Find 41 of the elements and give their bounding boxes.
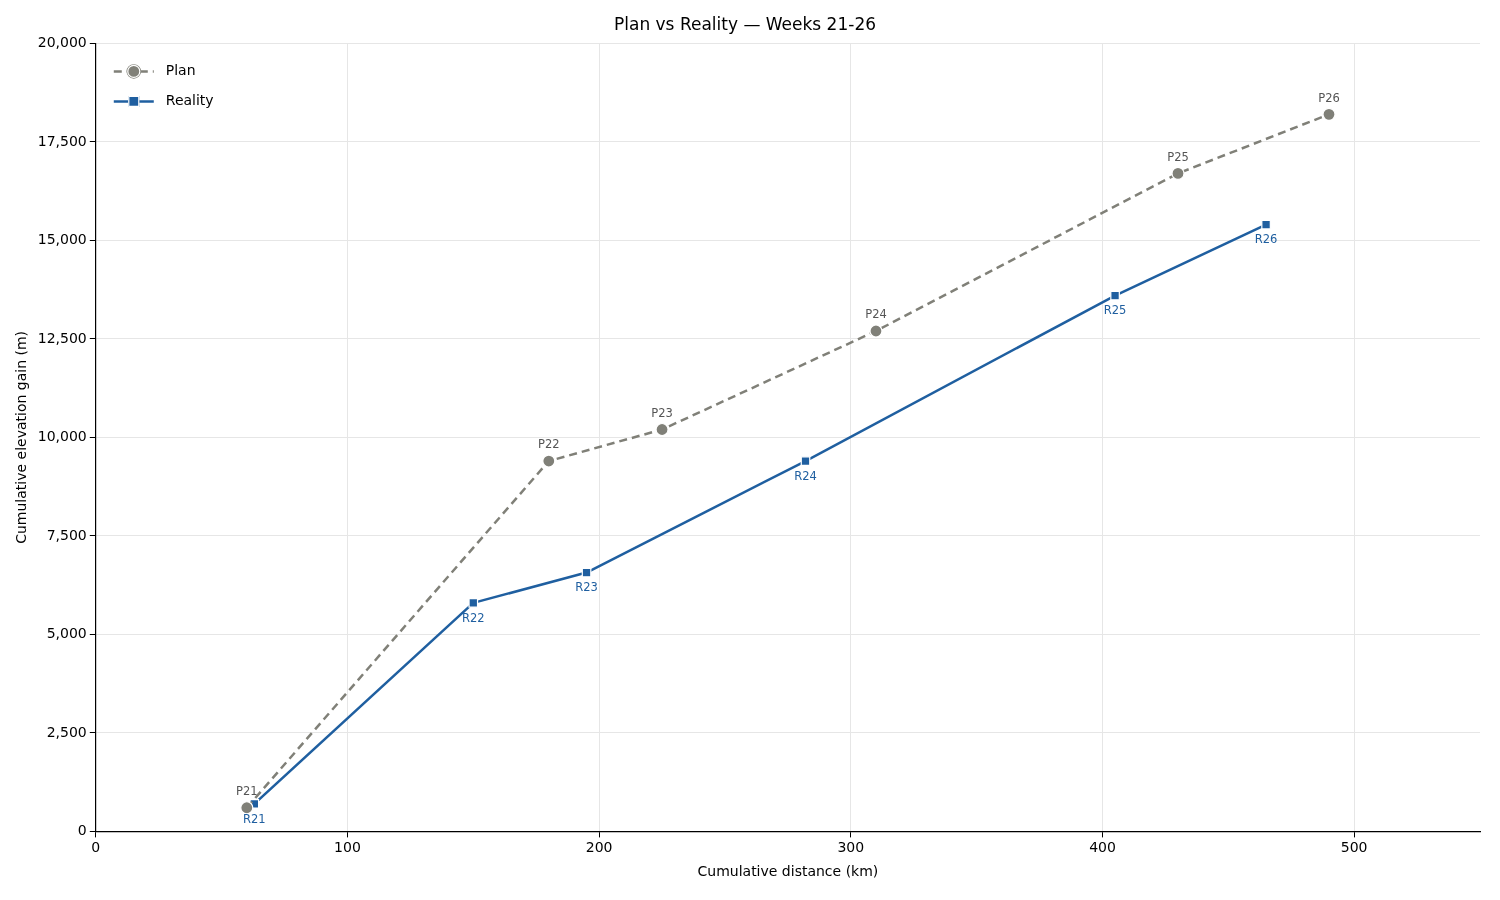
legend-label: Reality bbox=[165, 92, 214, 109]
point bbox=[655, 422, 669, 437]
point bbox=[240, 801, 254, 815]
data-label: P25 bbox=[1167, 149, 1189, 164]
data-label: P24 bbox=[865, 307, 887, 322]
y-tick-label: 12,500 bbox=[37, 329, 87, 346]
x-tick-label: 300 bbox=[837, 839, 865, 856]
x-tick-label: 100 bbox=[334, 839, 361, 856]
data-label: R21 bbox=[243, 811, 266, 826]
point bbox=[800, 456, 811, 466]
y-tick-label: 7,500 bbox=[46, 526, 87, 543]
data-label: R24 bbox=[794, 468, 817, 483]
y-axis-title: Cumulative elevation gain (m) bbox=[13, 330, 30, 544]
chart-title: Plan vs Reality — Weeks 21-26 bbox=[613, 13, 877, 34]
data-label: P22 bbox=[538, 437, 560, 452]
y-tick-label: 2,500 bbox=[46, 723, 87, 740]
x-tick-label: 200 bbox=[585, 839, 613, 856]
data-label: P26 bbox=[1318, 90, 1340, 105]
point bbox=[869, 324, 883, 338]
data-label: R26 bbox=[1254, 232, 1278, 247]
point bbox=[542, 454, 556, 468]
x-tick-label: 500 bbox=[1340, 839, 1368, 856]
y-tick-label: 5,000 bbox=[46, 625, 87, 642]
y-tick-label: 15,000 bbox=[37, 231, 87, 248]
data-label: P21 bbox=[236, 783, 258, 798]
point bbox=[1110, 290, 1120, 301]
y-tick-label: 17,500 bbox=[37, 132, 87, 149]
data-label: R22 bbox=[461, 610, 485, 625]
data-label: R25 bbox=[1103, 303, 1127, 318]
data-label: R23 bbox=[575, 580, 598, 595]
legend-label: Plan bbox=[165, 62, 196, 79]
y-tick-label: 0 bbox=[77, 822, 87, 839]
point bbox=[468, 598, 479, 608]
y-tick-label: 10,000 bbox=[37, 428, 87, 445]
x-tick-label: 400 bbox=[1089, 839, 1116, 856]
data-label: P23 bbox=[651, 405, 673, 420]
x-tick-label: 0 bbox=[91, 839, 101, 856]
point bbox=[1322, 107, 1336, 121]
point bbox=[1171, 166, 1185, 181]
x-axis-title: Cumulative distance (km) bbox=[697, 863, 879, 880]
y-tick-label: 20,000 bbox=[37, 34, 87, 51]
